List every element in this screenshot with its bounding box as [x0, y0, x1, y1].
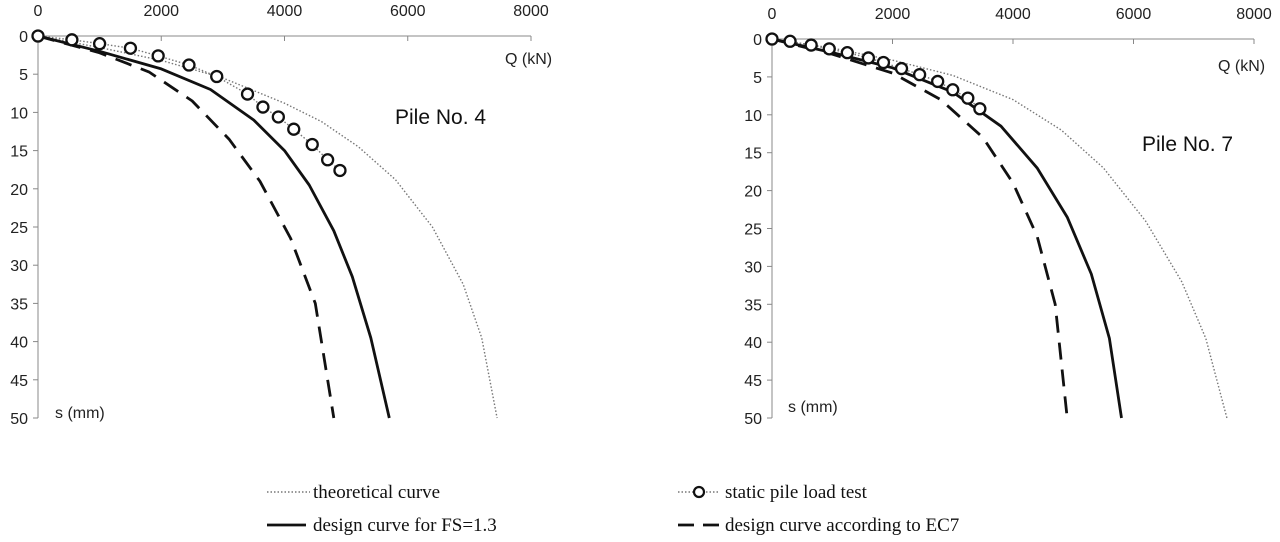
legend: theoretical curve static pile load test … — [267, 482, 959, 536]
panel-title: Pile No. 4 — [395, 106, 486, 129]
legend-label-static: static pile load test — [725, 482, 868, 503]
legend-label-theoretical: theoretical curve — [313, 482, 440, 503]
data-point-marker — [840, 45, 854, 60]
data-point-marker — [31, 29, 45, 43]
x-tick-label: 8000 — [513, 3, 549, 20]
y-tick-label: 20 — [744, 184, 762, 201]
series-line-2 — [37, 34, 391, 419]
y-tick-label: 10 — [10, 105, 28, 122]
x-tick-label: 4000 — [267, 3, 303, 20]
y-tick-label: 30 — [744, 259, 762, 276]
series-line-3 — [37, 34, 336, 419]
data-point-marker — [961, 91, 975, 105]
y-tick-label: 50 — [744, 411, 762, 428]
legend-marker-static — [692, 485, 706, 499]
series-line-3 — [771, 37, 1069, 419]
y-tick-label: 40 — [744, 335, 762, 352]
legend-label-ec7: design curve according to EC7 — [725, 515, 959, 536]
data-point-marker — [123, 41, 138, 55]
y-tick-label: 45 — [10, 373, 28, 390]
data-point-marker — [92, 36, 107, 51]
data-point-marker — [861, 51, 876, 65]
data-point-marker — [822, 42, 836, 56]
y-tick-label: 15 — [744, 146, 762, 163]
y-tick-label: 5 — [753, 70, 762, 87]
x-axis-title: Q (kN) — [505, 51, 552, 68]
series-line-1 — [771, 38, 981, 110]
legend-label-fs: design curve for FS=1.3 — [313, 515, 497, 536]
x-tick-label: 8000 — [1236, 6, 1272, 23]
chart-panel-pile-7: 0 2000 4000 6000 8000 0 5 10 15 20 25 30 35 40 45 50 Q (… — [744, 6, 1272, 428]
x-tick-label: 4000 — [995, 6, 1031, 23]
y-tick-label: 45 — [744, 373, 762, 390]
data-point-marker — [894, 61, 909, 76]
data-point-marker — [287, 122, 301, 136]
y-tick-label: 25 — [10, 220, 28, 237]
data-point-marker — [240, 87, 255, 101]
x-tick-label: 6000 — [390, 3, 426, 20]
data-point-marker — [210, 69, 224, 84]
data-point-marker — [804, 38, 818, 52]
data-point-marker — [765, 32, 779, 46]
data-point-marker — [876, 55, 891, 70]
data-point-marker — [65, 33, 79, 47]
y-tick-label: 50 — [10, 411, 28, 428]
y-axis-title: s (mm) — [55, 405, 105, 422]
y-tick-label: 35 — [10, 296, 28, 313]
data-point-marker — [151, 49, 165, 63]
series-line-0 — [37, 35, 498, 419]
y-tick-label: 20 — [10, 182, 28, 199]
y-axis-title: s (mm) — [788, 399, 838, 416]
series-line-2 — [771, 37, 1123, 419]
chart-panel-pile-4: 0 2000 4000 6000 8000 0 5 10 15 20 25 30 35 40 45 50 Q (… — [10, 3, 552, 428]
data-point-marker — [320, 153, 335, 167]
data-point-marker — [973, 102, 987, 116]
y-tick-label: 5 — [19, 67, 28, 84]
y-tick-label: 40 — [10, 335, 28, 352]
series-line-0 — [771, 38, 1228, 419]
data-point-marker — [912, 67, 927, 82]
data-point-marker — [931, 74, 945, 89]
x-tick-label: 6000 — [1116, 6, 1152, 23]
y-tick-label: 0 — [753, 32, 762, 49]
y-tick-label: 30 — [10, 258, 28, 275]
x-tick-label: 0 — [768, 6, 777, 23]
panel-title: Pile No. 7 — [1142, 133, 1233, 156]
data-point-marker — [271, 110, 285, 124]
data-point-marker — [946, 83, 960, 97]
x-tick-label: 2000 — [875, 6, 911, 23]
data-point-marker — [182, 58, 196, 72]
data-point-marker — [256, 100, 270, 114]
y-tick-label: 10 — [744, 108, 762, 125]
x-axis-title: Q (kN) — [1218, 58, 1265, 75]
series-line-1 — [37, 35, 341, 172]
x-tick-label: 2000 — [143, 3, 179, 20]
y-tick-label: 15 — [10, 144, 28, 161]
data-point-marker — [783, 34, 797, 48]
y-tick-label: 25 — [744, 222, 762, 239]
data-point-marker — [333, 163, 347, 178]
y-tick-label: 35 — [744, 297, 762, 314]
x-tick-label: 0 — [34, 3, 43, 20]
data-point-marker — [305, 137, 319, 152]
y-tick-label: 0 — [19, 29, 28, 46]
